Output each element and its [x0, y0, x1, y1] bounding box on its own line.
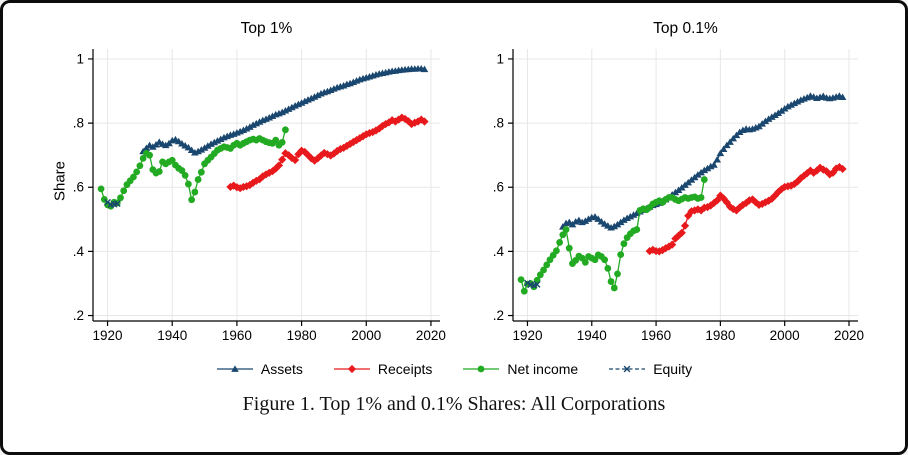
legend-item-equity: Equity: [608, 361, 692, 377]
svg-text:1980: 1980: [287, 328, 317, 343]
y-axis-label: Share: [51, 160, 69, 202]
svg-text:1960: 1960: [222, 328, 252, 343]
svg-text:1980: 1980: [705, 328, 735, 343]
svg-text:1: 1: [76, 51, 84, 66]
svg-text:1960: 1960: [641, 328, 671, 343]
panel-top-0-1-percent: 1 .8 .6 .4 .2 1920 1940 1960 1980 2000 2020 Top 0.1…: [457, 9, 905, 349]
charts-row: Share 1 .8 .6 .4 .2 1920 1940 1960 1980 2000 2020 T…: [3, 3, 905, 349]
legend-item-net-income: Net income: [462, 361, 578, 377]
series-assets: [139, 64, 429, 156]
svg-text:1940: 1940: [157, 328, 187, 343]
svg-text:.2: .2: [73, 308, 84, 323]
series-net-income: [97, 126, 289, 210]
panel-top-1-percent: 1 .8 .6 .4 .2 1920 1940 1960 1980 2000 2020 Top 1%: [3, 9, 457, 349]
series-equity: [104, 198, 121, 208]
legend-marker-equity-icon: [609, 365, 646, 373]
legend-label-assets: Assets: [260, 361, 303, 377]
legend-marker-net-income-icon: [463, 365, 500, 373]
svg-text:2000: 2000: [351, 328, 381, 343]
axes: 1 .8 .6 .4 .2 1920 1940 1960 1980 2000 2020: [493, 49, 864, 343]
legend-marker-receipts-icon: [333, 364, 370, 374]
svg-text:.8: .8: [493, 116, 504, 131]
legend: Assets Receipts Net income Equity: [3, 361, 905, 377]
legend-label-net-income: Net income: [507, 361, 579, 377]
series-receipts: [226, 113, 429, 193]
legend-label-receipts: Receipts: [377, 361, 433, 377]
svg-text:2020: 2020: [416, 328, 446, 343]
svg-text:2020: 2020: [834, 328, 864, 343]
legend-item-receipts: Receipts: [333, 361, 432, 377]
svg-text:1940: 1940: [577, 328, 607, 343]
svg-text:1920: 1920: [93, 328, 123, 343]
chart-title: Top 0.1%: [653, 20, 718, 37]
figure-caption: Figure 1. Top 1% and 0.1% Shares: All Co…: [242, 393, 666, 415]
svg-text:.8: .8: [73, 116, 84, 131]
chart-title: Top 1%: [241, 20, 293, 37]
legend-marker-assets-icon: [216, 365, 253, 372]
svg-text:2000: 2000: [770, 328, 800, 343]
axes: 1 .8 .6 .4 .2 1920 1940 1960 1980 2000 2020: [73, 49, 446, 343]
svg-text:1920: 1920: [512, 328, 542, 343]
svg-text:.4: .4: [493, 244, 505, 259]
svg-text:.4: .4: [73, 244, 85, 259]
top-1-percent-chart: 1 .8 .6 .4 .2 1920 1940 1960 1980 2000 2020 Top 1%: [73, 20, 446, 343]
gridlines: [93, 49, 440, 321]
legend-label-equity: Equity: [653, 361, 693, 377]
svg-text:1: 1: [496, 51, 504, 66]
series-equity: [524, 279, 541, 289]
series-receipts: [645, 162, 847, 256]
legend-item-assets: Assets: [216, 361, 303, 377]
svg-text:.6: .6: [73, 180, 84, 195]
svg-text:.2: .2: [493, 308, 504, 323]
svg-text:.6: .6: [493, 180, 504, 195]
top-0-1-percent-chart: 1 .8 .6 .4 .2 1920 1940 1960 1980 2000 2020 Top 0.1…: [493, 20, 864, 343]
